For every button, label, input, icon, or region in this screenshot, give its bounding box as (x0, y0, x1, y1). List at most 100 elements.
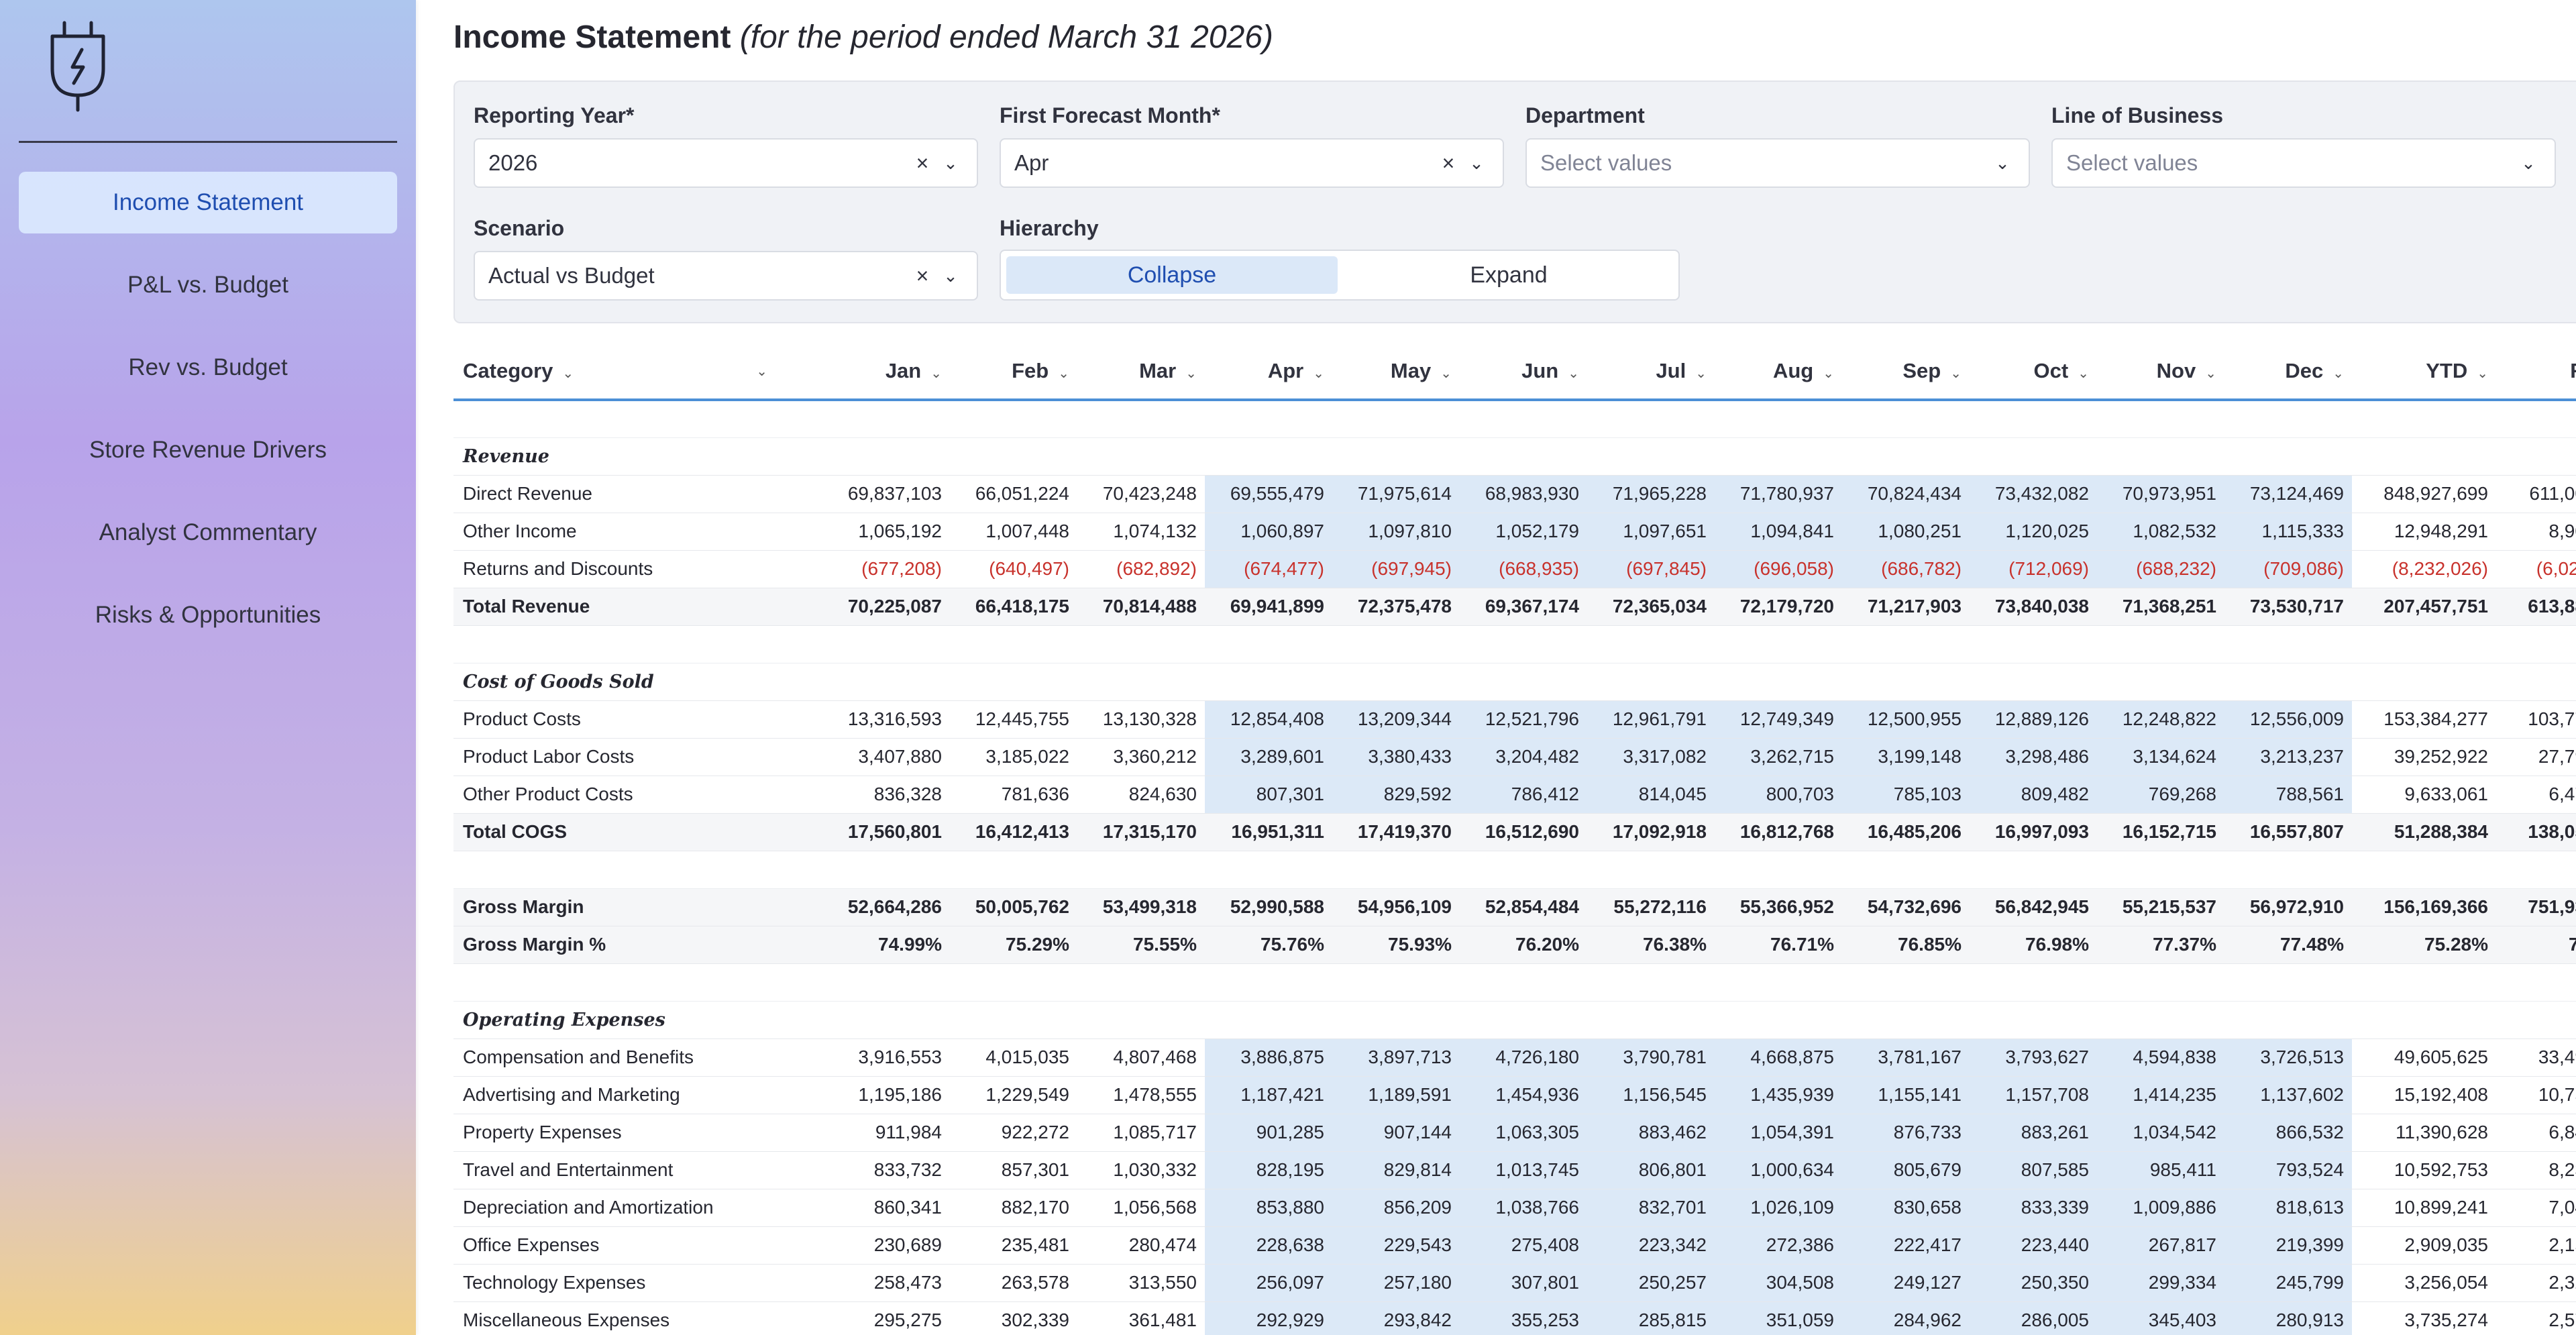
table-cell (1715, 437, 1842, 476)
column-header-oct[interactable]: Oct ⌄ (1970, 343, 2097, 401)
table-cell: 258,473 (822, 1264, 950, 1302)
scenario-select[interactable]: Actual vs Budget × ⌄ (474, 251, 978, 301)
first-forecast-month-select[interactable]: Apr × ⌄ (1000, 138, 1504, 188)
chevron-down-icon[interactable]: ⌄ (2521, 152, 2536, 173)
table-cell: 229,543 (1332, 1226, 1460, 1265)
table-cell: 71,217,903 (1842, 588, 1970, 626)
nav-income-statement[interactable]: Income Statement (19, 172, 397, 233)
table-cell: 1,000,634 (1715, 1151, 1842, 1189)
nav-pl-vs-budget[interactable]: P&L vs. Budget (19, 254, 397, 316)
column-header-label: Jan (885, 359, 922, 382)
table-cell: 71,780,937 (1715, 475, 1842, 513)
sort-chevron-icon[interactable]: ⌄ (2078, 366, 2089, 381)
sort-chevron-icon[interactable]: ⌄ (1313, 366, 1324, 381)
sort-chevron-icon[interactable]: ⌄ (1440, 366, 1452, 381)
table-cell: 1,056,568 (1077, 1189, 1205, 1227)
clear-icon[interactable]: × (916, 263, 929, 288)
table-header-row: Category ⌄ ⌄ Jan ⌄ Feb ⌄ Mar ⌄ Apr ⌄ May ⌄ Jun ⌄ Jul ⌄ Au… (453, 343, 2576, 401)
column-header-mar[interactable]: Mar ⌄ (1077, 343, 1205, 401)
nav-store-revenue-drivers[interactable]: Store Revenue Drivers (19, 419, 397, 481)
table-cell: 911,984 (822, 1114, 950, 1152)
sort-chevron-icon[interactable]: ⌄ (2205, 366, 2216, 381)
chevron-down-icon[interactable]: ⌄ (1995, 152, 2010, 173)
line-of-business-select[interactable]: Select values ⌄ (2051, 138, 2556, 188)
nav-analyst-commentary[interactable]: Analyst Commentary (19, 502, 397, 564)
column-header-may[interactable]: May ⌄ (1332, 343, 1460, 401)
column-menu-chevron-icon[interactable]: ⌄ (756, 364, 767, 379)
column-header-jul[interactable]: Jul ⌄ (1587, 343, 1715, 401)
table-cell: 1,115,333 (2224, 513, 2352, 551)
table-cell (2352, 1001, 2496, 1039)
column-header-nov[interactable]: Nov ⌄ (2097, 343, 2224, 401)
table-cell: 56,972,910 (2224, 888, 2352, 926)
sort-chevron-icon[interactable]: ⌄ (562, 366, 574, 381)
table-cell: 73,840,038 (1970, 588, 2097, 626)
row-label: Total COGS (453, 813, 822, 851)
table-cell (1970, 400, 2097, 438)
column-header-dec[interactable]: Dec ⌄ (2224, 343, 2352, 401)
column-header-category[interactable]: Category ⌄ ⌄ (453, 343, 822, 401)
column-header-apr[interactable]: Apr ⌄ (1205, 343, 1332, 401)
column-header-roy[interactable]: RoY⌄ (2496, 343, 2576, 401)
table-cell: 3,793,627 (1970, 1038, 2097, 1077)
filter-panel: Reporting Year* 2026 × ⌄ First Forecast … (453, 81, 2576, 323)
column-header-jan[interactable]: Jan ⌄ (822, 343, 950, 401)
table-cell: 12,248,822 (2097, 700, 2224, 739)
table-cell: (697,845) (1587, 550, 1715, 588)
table-cell: 3,185,022 (950, 738, 1077, 776)
sort-chevron-icon[interactable]: ⌄ (930, 366, 942, 381)
table-cell: (668,935) (1460, 550, 1587, 588)
column-header-feb[interactable]: Feb ⌄ (950, 343, 1077, 401)
collapse-button[interactable]: Collapse (1006, 256, 1338, 294)
table-cell: 295,275 (822, 1301, 950, 1335)
chevron-down-icon[interactable]: ⌄ (943, 152, 958, 173)
table-cell: 4,015,035 (950, 1038, 1077, 1077)
table-cell: 55,366,952 (1715, 888, 1842, 926)
nav-rev-vs-budget[interactable]: Rev vs. Budget (19, 337, 397, 398)
clear-icon[interactable]: × (1442, 150, 1455, 175)
table-cell: 805,679 (1842, 1151, 1970, 1189)
column-header-aug[interactable]: Aug ⌄ (1715, 343, 1842, 401)
sort-chevron-icon[interactable]: ⌄ (2332, 366, 2344, 381)
table-cell (1332, 1001, 1460, 1039)
table-cell: 286,005 (1970, 1301, 2097, 1335)
sort-chevron-icon[interactable]: ⌄ (1185, 366, 1197, 381)
nav-risks-opportunities[interactable]: Risks & Opportunities (19, 584, 397, 646)
scenario-value: Actual vs Budget (488, 263, 655, 288)
sort-chevron-icon[interactable]: ⌄ (1695, 366, 1707, 381)
row-label: Total Revenue (453, 588, 822, 626)
table-cell: 75.55% (1077, 926, 1205, 964)
table-row: Other Income 1,065,192 1,007,448 1,074,132 1… (453, 513, 2576, 551)
table-row: Property Expenses 911,984 922,272 1,085,717… (453, 1114, 2576, 1152)
chevron-down-icon[interactable]: ⌄ (943, 265, 958, 286)
sort-chevron-icon[interactable]: ⌄ (1950, 366, 1962, 381)
table-cell (1332, 851, 1460, 889)
expand-button[interactable]: Expand (1470, 262, 1548, 288)
column-header-sep[interactable]: Sep ⌄ (1842, 343, 1970, 401)
table-cell: 3,213,237 (2224, 738, 2352, 776)
sort-chevron-icon[interactable]: ⌄ (2477, 366, 2488, 381)
chevron-down-icon[interactable]: ⌄ (1469, 152, 1484, 173)
row-label: Compensation and Benefits (453, 1038, 822, 1077)
sort-chevron-icon[interactable]: ⌄ (1823, 366, 1834, 381)
row-label: Gross Margin (453, 888, 822, 926)
table-cell: 814,045 (1587, 776, 1715, 814)
table-cell (2352, 851, 2496, 889)
table-cell (950, 663, 1077, 701)
table-row: Advertising and Marketing 1,195,186 1,229,… (453, 1076, 2576, 1114)
sort-chevron-icon[interactable]: ⌄ (1568, 366, 1579, 381)
clear-icon[interactable]: × (916, 150, 929, 175)
table-cell: 901,285 (1205, 1114, 1332, 1152)
table-cell: 985,411 (2097, 1151, 2224, 1189)
column-header-ytd[interactable]: YTD ⌄ (2352, 343, 2496, 401)
table-cell (1715, 963, 1842, 1002)
reporting-year-select[interactable]: 2026 × ⌄ (474, 138, 978, 188)
department-label: Department (1525, 103, 1645, 127)
column-header-jun[interactable]: Jun ⌄ (1460, 343, 1587, 401)
table-cell: 3,298,486 (1970, 738, 2097, 776)
table-cell: 1,137,602 (2224, 1076, 2352, 1114)
sort-chevron-icon[interactable]: ⌄ (1058, 366, 1069, 381)
row-label: Other Product Costs (453, 776, 822, 814)
department-select[interactable]: Select values ⌄ (1525, 138, 2030, 188)
total-row: Gross Margin % 74.99% 75.29% 75.55% 75.76% 75… (453, 926, 2576, 964)
